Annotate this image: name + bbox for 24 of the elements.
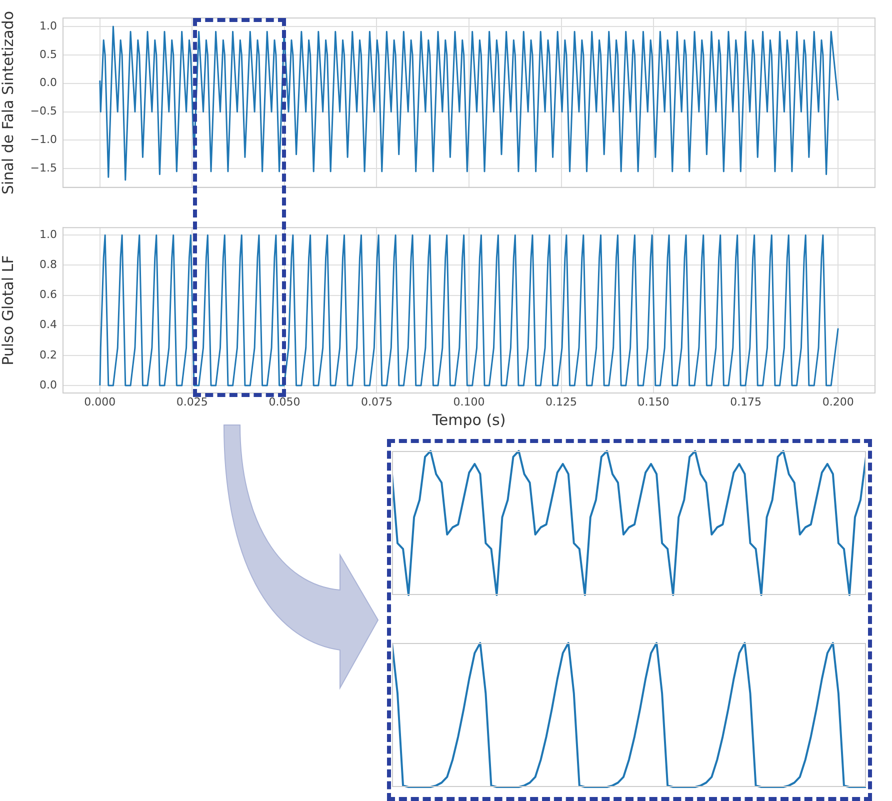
y-axis-title: Pulso Glotal LF [0,255,17,366]
x-tick-label: 0.050 [268,395,300,408]
y-tick-label: 0.8 [40,258,57,272]
x-tick-label: 0.100 [453,395,485,408]
y-tick-label: 0.2 [40,348,57,362]
x-tick-label: 0.075 [360,395,392,408]
x-axis-title: Tempo (s) [431,410,506,429]
x-tick-label: 0.125 [546,395,578,408]
x-tick-label: 0.000 [84,395,116,408]
y-axis-title: Sinal de Fala Sintetizado [0,10,17,194]
y-tick-label: 0.0 [40,378,57,392]
y-tick-label: 0.0 [40,76,57,90]
y-tick-label: 1.0 [40,228,57,241]
x-tick-label: 0.150 [638,395,670,408]
y-tick-label: 1.0 [40,19,57,32]
y-tick-label: 0.6 [40,288,57,302]
x-tick-label: 0.025 [176,395,208,408]
y-tick-label: −1.0 [30,133,57,146]
x-tick-label: 0.175 [730,395,762,408]
y-tick-label: −1.5 [30,162,57,174]
y-tick-label: 0.4 [40,318,57,332]
y-tick-label: −0.5 [30,104,57,118]
y-tick-label: 0.5 [40,48,57,61]
x-tick-label: 0.200 [822,395,854,408]
